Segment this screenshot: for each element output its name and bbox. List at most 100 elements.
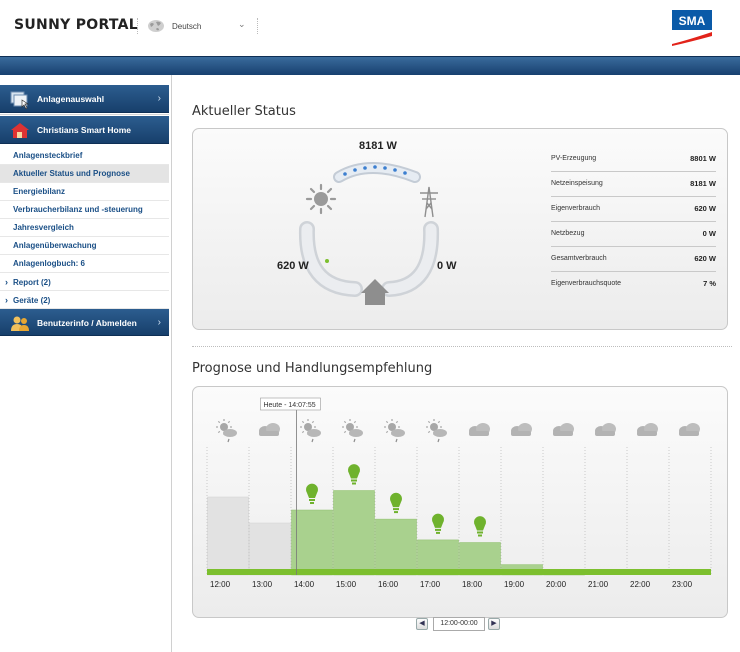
plant-name: Christians Smart Home	[37, 125, 131, 135]
header-divider	[257, 18, 258, 34]
tick-label: 12:00	[210, 580, 231, 589]
sidebar-item[interactable]: › Geräte (2)	[0, 291, 169, 309]
tick-label: 16:00	[378, 580, 399, 589]
sidebar-item[interactable]: Energiebilanz	[0, 183, 169, 201]
self-consumption-value: 620 W	[277, 260, 309, 272]
consumption-flow-dot	[325, 259, 329, 263]
sidebar-item[interactable]: Jahresvergleich	[0, 219, 169, 237]
sidebar-item[interactable]: › Report (2)	[0, 273, 169, 291]
pv-power-value: 8181 W	[359, 140, 397, 152]
lightbulb-icon[interactable]	[306, 483, 318, 504]
sma-logo[interactable]: SMA	[672, 10, 712, 46]
section-divider	[192, 346, 732, 347]
sun-cloud-rain-icon	[300, 419, 321, 443]
bar	[333, 490, 375, 576]
status-row-label: Eigenverbrauchsquote	[551, 280, 622, 287]
bar	[249, 522, 291, 576]
tick-label: 18:00	[462, 580, 483, 589]
lightbulb-icon[interactable]	[390, 492, 402, 514]
cloud-icon	[511, 423, 532, 436]
status-row-value: 8801 W	[690, 154, 716, 163]
status-row: Netzeinspeisung 8181 W	[551, 172, 716, 197]
tick-label: 14:00	[294, 580, 315, 589]
status-row: Gesamtverbrauch 620 W	[551, 247, 716, 272]
feed-in-flow-dots	[343, 165, 407, 176]
sidebar-item-label: Anlagensteckbrief	[13, 151, 83, 160]
sun-cloud-rain-icon	[216, 419, 237, 443]
status-panel: 8181 W 620 W 0 W PV-Erzeugung 8801 W Netze…	[192, 128, 728, 330]
tick-label: 19:00	[504, 580, 525, 589]
status-row-label: Gesamtverbrauch	[551, 255, 607, 262]
house-icon	[361, 279, 389, 305]
status-table: PV-Erzeugung 8801 W Netzeinspeisung 8181 W E…	[551, 147, 716, 297]
expand-arrow-icon[interactable]: ›	[5, 295, 8, 305]
tick-label: 23:00	[672, 580, 693, 589]
sidebar-item-label: Aktueller Status und Prognose	[13, 169, 130, 178]
cloud-icon	[259, 423, 280, 436]
plant-select-button[interactable]: Anlagenauswahl ›	[0, 85, 169, 113]
status-row-label: Netzbezug	[551, 230, 585, 237]
sidebar-item-label: Energiebilanz	[13, 187, 66, 196]
cloud-icon	[553, 423, 574, 436]
status-row: Eigenverbrauchsquote 7 %	[551, 272, 716, 297]
sidebar-item-label: Anlagenüberwachung	[13, 241, 97, 250]
sidebar-item[interactable]: Anlagenüberwachung	[0, 237, 169, 255]
sidebar-item[interactable]: Anlagenlogbuch: 6	[0, 255, 169, 273]
lightbulb-icon[interactable]	[432, 513, 444, 534]
cloud-icon	[679, 423, 700, 436]
now-marker-label: Heute - 14:07:55	[263, 402, 315, 409]
tick-label: 20:00	[546, 580, 567, 589]
bar	[291, 509, 333, 576]
brand-title[interactable]: SUNNY PORTAL	[14, 17, 139, 33]
plant-select-label: Anlagenauswahl	[37, 94, 105, 104]
status-row: Eigenverbrauch 620 W	[551, 197, 716, 222]
status-row-value: 0 W	[702, 229, 716, 238]
cloud-icon	[595, 423, 616, 436]
header-divider	[137, 18, 138, 34]
language-select[interactable]: Deutsch	[172, 22, 202, 31]
expand-arrow-icon[interactable]: ›	[5, 277, 8, 287]
status-row: PV-Erzeugung 8801 W	[551, 147, 716, 172]
sidebar-item[interactable]: Verbraucherbilanz und -steuerung	[0, 201, 169, 219]
axis-band	[207, 569, 711, 575]
prev-period-button[interactable]: ◀	[416, 618, 428, 630]
bar	[375, 518, 417, 576]
now-marker-box	[260, 397, 321, 411]
lightbulb-icon[interactable]	[348, 464, 360, 485]
forecast-title: Prognose und Handlungsempfehlung	[192, 361, 433, 376]
sun-icon	[305, 183, 337, 215]
globe-icon[interactable]	[147, 19, 165, 33]
status-row-value: 620 W	[694, 204, 716, 213]
tick-label: 22:00	[630, 580, 651, 589]
grid-value: 0 W	[437, 260, 457, 272]
plant-select-icon	[10, 91, 30, 109]
time-range-field[interactable]: 12:00-00:00	[433, 617, 485, 631]
user-info-button[interactable]: Benutzerinfo / Abmelden ›	[0, 309, 169, 336]
plant-header[interactable]: Christians Smart Home	[0, 116, 169, 144]
user-info-label: Benutzerinfo / Abmelden	[37, 318, 137, 328]
lightbulb-icon[interactable]	[474, 516, 486, 537]
sidebar-item[interactable]: Anlagensteckbrief	[0, 147, 169, 165]
tick-label: 21:00	[588, 580, 609, 589]
bar	[207, 496, 249, 576]
sidebar-item-label: Anlagenlogbuch: 6	[13, 259, 85, 268]
status-row-value: 8181 W	[690, 179, 716, 188]
sidebar-item-label: Geräte (2)	[13, 296, 51, 305]
sidebar: Anlagenauswahl › Christians Smart Home A…	[0, 75, 172, 652]
cloud-icon	[637, 423, 658, 436]
house-icon	[11, 123, 29, 138]
sidebar-item-label: Report (2)	[13, 278, 51, 287]
status-title: Aktueller Status	[192, 104, 296, 119]
divider	[0, 114, 169, 115]
main-content: Aktueller Status	[172, 75, 740, 652]
header-blue-bar	[0, 56, 740, 75]
sun-cloud-rain-icon	[426, 419, 447, 443]
chevron-right-icon: ›	[157, 317, 161, 328]
chevron-down-icon[interactable]: ⌄	[238, 19, 246, 29]
sidebar-item-label: Jahresvergleich	[13, 223, 74, 232]
header: SUNNY PORTAL Deutsch ⌄ SMA	[0, 0, 740, 56]
sidebar-item[interactable]: Aktueller Status und Prognose	[0, 165, 169, 183]
next-period-button[interactable]: ▶	[488, 618, 500, 630]
status-row-value: 620 W	[694, 254, 716, 263]
tick-label: 17:00	[420, 580, 441, 589]
